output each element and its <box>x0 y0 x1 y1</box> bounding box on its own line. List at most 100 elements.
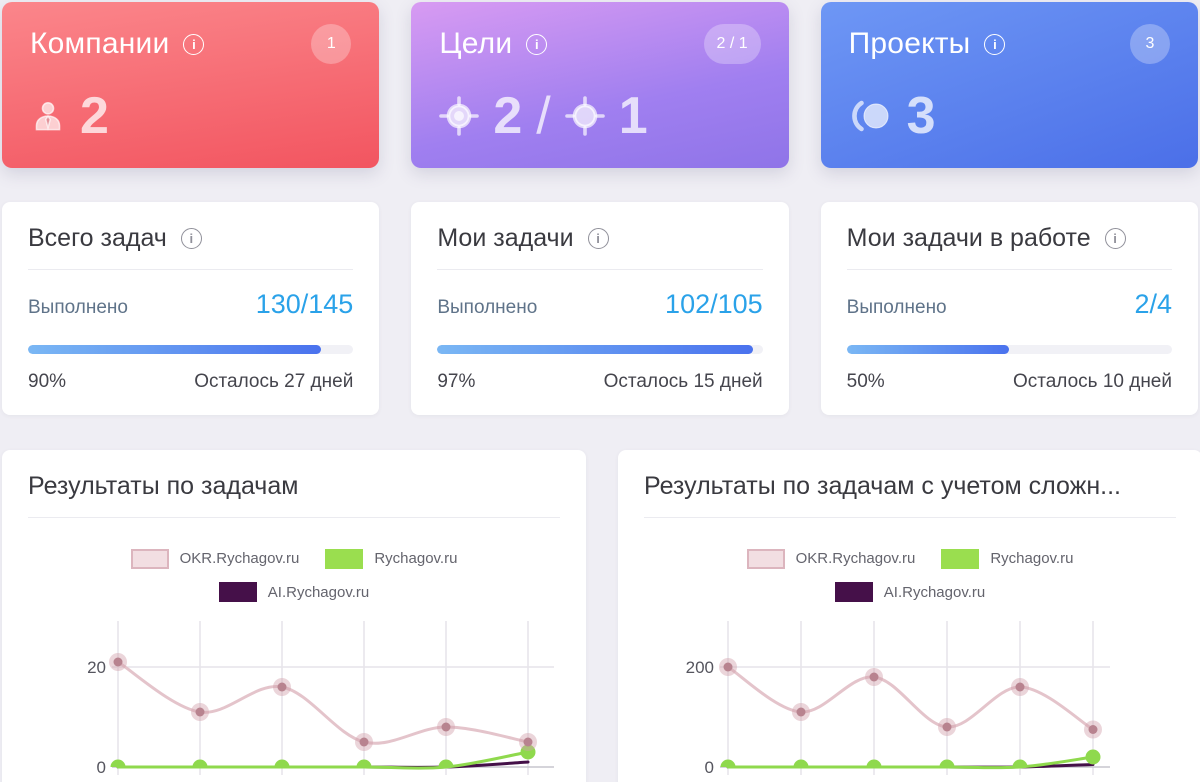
target-filled-icon <box>439 96 480 136</box>
y-axis-tick-label: 0 <box>705 758 714 777</box>
goals-value-total: 1 <box>618 87 648 145</box>
info-icon[interactable] <box>587 228 609 249</box>
data-point-marker <box>274 759 290 768</box>
done-value: 2/4 <box>1134 289 1172 319</box>
goals-title: Цели <box>439 27 513 60</box>
data-point-marker <box>441 722 451 732</box>
task-card-title: Мои задачи в работе <box>846 224 1091 252</box>
done-label: Выполнено <box>28 297 128 318</box>
stat-card-goals[interactable]: Цели 2 / 1 2 / 1 <box>411 2 789 168</box>
data-point-marker <box>113 657 123 667</box>
chart-title: Результаты по задачам с учетом сложн... <box>644 472 1121 500</box>
legend-label: AI.Rychagov.ru <box>883 583 986 601</box>
days-remaining-label: Осталось 10 дней <box>1012 371 1172 392</box>
data-point-marker <box>720 759 736 768</box>
stat-card-companies[interactable]: Компании 1 2 <box>2 2 380 168</box>
task-card-title: Мои задачи <box>437 224 574 252</box>
goals-value-row: 2 / 1 <box>439 86 760 146</box>
line-chart: Dec 2024Jan 2025Feb 2025Mar 2025Apr 2025… <box>644 615 1176 782</box>
target-outline-icon <box>564 96 605 136</box>
info-icon[interactable] <box>526 33 548 55</box>
data-point-marker <box>1015 682 1025 692</box>
progress-fill <box>846 345 1010 354</box>
companies-badge: 1 <box>311 24 352 64</box>
companies-value: 2 <box>80 87 109 145</box>
divider <box>644 517 1176 518</box>
goals-value-separator: / <box>536 87 551 145</box>
legend-item[interactable]: OKR.Rychagov.ru <box>746 543 916 575</box>
data-point-marker <box>723 662 733 672</box>
progress-fill <box>437 345 753 354</box>
projects-value: 3 <box>906 87 936 145</box>
days-remaining-label: Осталось 27 дней <box>194 371 354 392</box>
project-icon <box>851 100 889 132</box>
divider <box>846 269 1172 270</box>
chart-legend: OKR.Rychagov.ru Rychagov.ru AI.Rychagov.ru <box>690 542 1130 609</box>
task-card-title: Всего задач <box>28 224 167 252</box>
data-point-marker <box>356 759 372 768</box>
progress-bar <box>437 345 763 354</box>
legend-label: AI.Rychagov.ru <box>267 583 370 601</box>
legend-swatch <box>325 548 364 569</box>
chart-card-task-results: Результаты по задачам OKR.Rychagov.ru Ryc… <box>2 450 586 782</box>
legend-label: OKR.Rychagov.ru <box>795 550 916 568</box>
percent-label: 90% <box>28 371 67 392</box>
projects-title: Проекты <box>848 27 971 60</box>
legend-label: Rychagov.ru <box>990 550 1074 568</box>
info-icon[interactable] <box>1104 228 1126 249</box>
companies-title-row: Компании 1 <box>30 24 352 64</box>
data-point-marker <box>110 759 126 768</box>
task-cards-row: Всего задач Выполнено 130/145 90% Остало… <box>2 202 1198 415</box>
legend-item[interactable]: Rychagov.ru <box>325 543 457 575</box>
days-remaining-label: Осталось 15 дней <box>603 371 763 392</box>
legend-swatch <box>834 582 873 603</box>
task-card-my: Мои задачи Выполнено 102/105 97% Осталос… <box>411 202 789 415</box>
chart-title: Результаты по задачам <box>28 472 299 500</box>
data-point-marker <box>359 737 369 747</box>
projects-title-row: Проекты 3 <box>849 24 1170 64</box>
progress-bar <box>846 345 1172 354</box>
done-label: Выполнено <box>437 297 538 318</box>
legend-item[interactable]: Rychagov.ru <box>941 543 1073 575</box>
info-icon[interactable] <box>984 33 1006 55</box>
chart-cards-row: Результаты по задачам OKR.Rychagov.ru Ryc… <box>2 450 1200 782</box>
chart-card-task-results-weighted: Результаты по задачам с учетом сложн... … <box>618 450 1200 782</box>
divider <box>28 269 354 270</box>
legend-item[interactable]: AI.Rychagov.ru <box>218 577 370 609</box>
task-card-total: Всего задач Выполнено 130/145 90% Остало… <box>2 202 380 415</box>
data-point-marker <box>1012 759 1028 768</box>
legend-label: Rychagov.ru <box>374 550 458 568</box>
data-point-marker <box>1088 725 1098 735</box>
divider <box>437 269 763 270</box>
done-label: Выполнено <box>846 297 947 318</box>
progress-bar <box>28 345 354 354</box>
data-point-marker <box>277 682 287 692</box>
companies-value-row: 2 <box>30 86 351 146</box>
legend-swatch <box>746 548 785 569</box>
projects-badge: 3 <box>1130 24 1170 64</box>
info-icon[interactable] <box>183 33 205 55</box>
data-point-marker <box>793 759 809 768</box>
legend-swatch <box>218 582 257 603</box>
goals-value-achieved: 2 <box>493 87 523 145</box>
projects-value-row: 3 <box>849 86 1170 146</box>
done-value: 130/145 <box>255 289 354 319</box>
progress-fill <box>28 345 321 354</box>
divider <box>28 517 560 518</box>
companies-title: Компании <box>30 27 170 60</box>
stat-card-projects[interactable]: Проекты 3 3 <box>820 2 1198 168</box>
stat-cards-row: Компании 1 2 Цели 2 / 1 <box>2 2 1198 168</box>
data-point-marker <box>869 672 879 682</box>
percent-label: 97% <box>437 371 476 392</box>
chart-legend: OKR.Rychagov.ru Rychagov.ru AI.Rychagov.ru <box>74 542 514 609</box>
task-card-in-progress: Мои задачи в работе Выполнено 2/4 50% Ос… <box>820 202 1198 415</box>
done-value: 102/105 <box>665 289 763 319</box>
legend-item[interactable]: OKR.Rychagov.ru <box>130 543 299 575</box>
legend-item[interactable]: AI.Rychagov.ru <box>834 577 986 609</box>
data-point-marker <box>939 759 955 768</box>
info-icon[interactable] <box>180 228 202 249</box>
data-point-marker <box>796 707 806 717</box>
data-point-marker <box>523 737 533 747</box>
y-axis-tick-label: 0 <box>97 758 106 777</box>
data-point-marker <box>866 759 882 768</box>
